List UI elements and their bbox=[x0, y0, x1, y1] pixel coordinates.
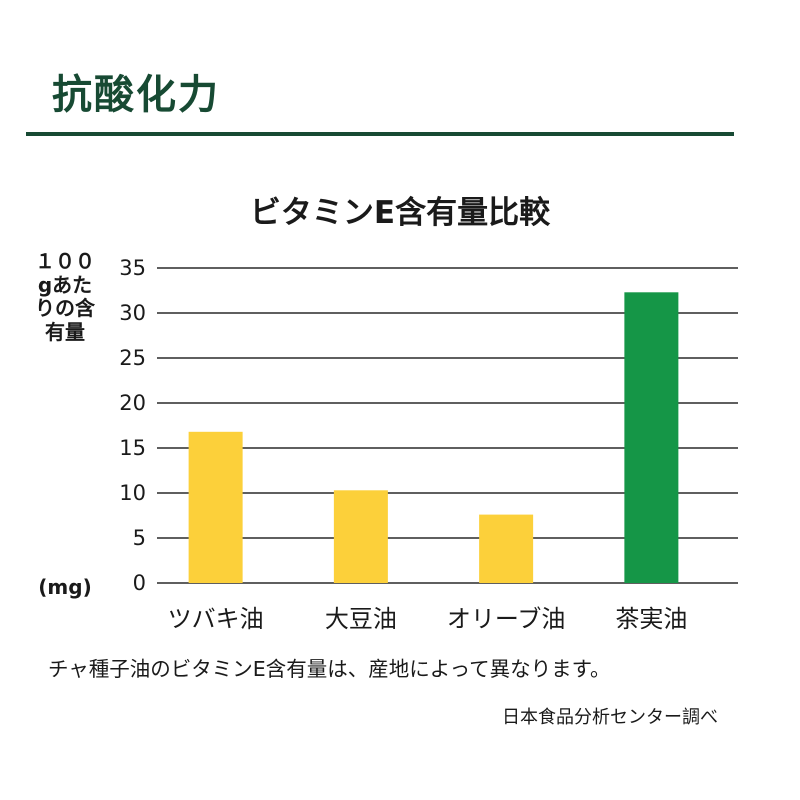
y-tick-label: 10 bbox=[119, 481, 146, 505]
y-tick-label: 35 bbox=[119, 256, 146, 280]
section-heading: 抗酸化力 bbox=[52, 71, 220, 118]
bar-3 bbox=[479, 514, 534, 583]
y-axis-unit: (mg) bbox=[38, 575, 92, 599]
category-label: 大豆油 bbox=[325, 605, 397, 633]
y-tick-label: 20 bbox=[119, 391, 146, 415]
footnote: チャ種子油のビタミンE含有量は、産地によって異なります。 bbox=[48, 657, 611, 681]
heading-divider bbox=[26, 132, 734, 136]
y-tick-label: 15 bbox=[119, 436, 146, 460]
category-label: オリーブ油 bbox=[447, 605, 566, 633]
y-tick-label: 30 bbox=[119, 301, 146, 325]
source-credit: 日本食品分析センター調べ bbox=[502, 707, 718, 728]
y-tick-label: 5 bbox=[133, 526, 146, 550]
category-label: 茶実油 bbox=[615, 605, 687, 633]
chart-title: ビタミンE含有量比較 bbox=[249, 195, 551, 231]
category-label: ツバキ油 bbox=[168, 605, 264, 633]
bars bbox=[188, 292, 679, 583]
bar-2 bbox=[333, 490, 388, 583]
y-axis-label: １００gあたりの含有量 bbox=[35, 249, 95, 344]
y-tick-labels: 0 5 10 15 20 25 30 35 bbox=[119, 256, 146, 595]
category-labels: ツバキ油 大豆油 オリーブ油 茶実油 bbox=[168, 605, 688, 633]
bar-1 bbox=[188, 431, 243, 583]
bar-4 bbox=[624, 292, 679, 583]
y-tick-label: 0 bbox=[133, 571, 146, 595]
y-tick-label: 25 bbox=[119, 346, 146, 370]
